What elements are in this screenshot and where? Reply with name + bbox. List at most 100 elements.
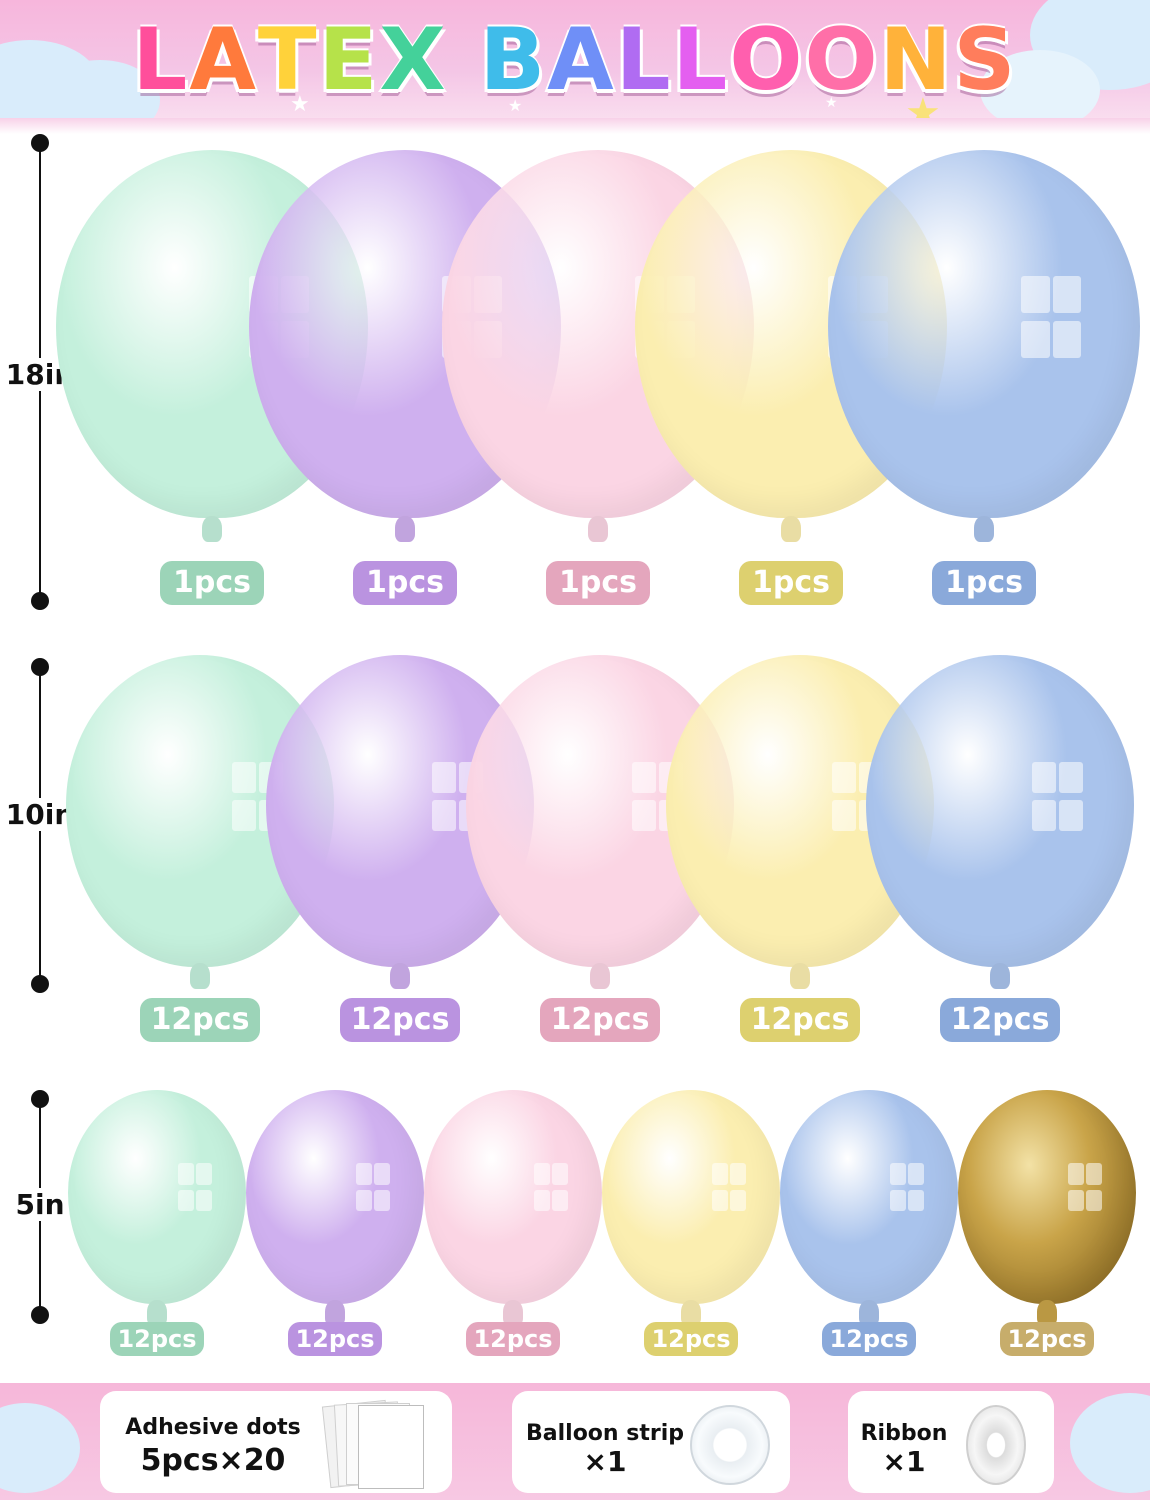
balloon-blue xyxy=(866,655,1134,967)
accessory-qty: ×1 xyxy=(882,1445,926,1478)
title-letter: N xyxy=(879,10,954,110)
accessory-name: Ribbon xyxy=(860,1421,948,1446)
balloon-highlight xyxy=(832,800,857,832)
axis-dot xyxy=(31,1306,49,1324)
balloon-knot xyxy=(390,963,410,989)
balloon-highlight xyxy=(1068,1163,1085,1185)
title-letter: A xyxy=(189,10,258,110)
balloon-knot xyxy=(590,963,610,989)
balloon-highlight xyxy=(1052,321,1081,359)
balloon-knot xyxy=(681,1300,701,1326)
banner-fade xyxy=(0,118,1150,134)
count-badge-lavender: 12pcs xyxy=(288,1322,382,1356)
balloon-highlight xyxy=(730,1189,747,1211)
balloon-lavender xyxy=(246,1090,424,1304)
balloon-highlight xyxy=(552,1189,569,1211)
accessory-card-ribbon: Ribbon ×1 xyxy=(848,1391,1054,1493)
title-letter: E xyxy=(318,10,380,110)
count-badge-gold: 12pcs xyxy=(1000,1322,1094,1356)
balloon-knot xyxy=(781,516,801,542)
axis-dot xyxy=(31,1090,49,1108)
count-badge-lavender: 1pcs xyxy=(353,561,457,605)
balloon-blue xyxy=(828,150,1140,518)
star-icon: ★ xyxy=(508,96,523,115)
count-badge-blue: 12pcs xyxy=(822,1322,916,1356)
balloon-highlight xyxy=(1058,761,1084,793)
balloon-highlight xyxy=(356,1189,373,1211)
title-letter: B xyxy=(479,10,548,110)
balloon-highlight xyxy=(632,761,657,793)
count-badge-yellow: 1pcs xyxy=(739,561,843,605)
balloon-yellow xyxy=(602,1090,780,1304)
balloon-highlight xyxy=(1086,1189,1103,1211)
title-word-balloons: BALLOONS xyxy=(480,10,1018,110)
cloud-decoration xyxy=(0,1403,80,1493)
balloon-knot xyxy=(202,516,222,542)
balloon-highlight xyxy=(908,1189,925,1211)
count-badge-mint: 1pcs xyxy=(160,561,264,605)
accessory-name: Balloon strip xyxy=(526,1421,684,1446)
balloon-highlight xyxy=(374,1189,391,1211)
balloon-knot xyxy=(1037,1300,1057,1326)
size-label-10in: 10in xyxy=(4,798,76,831)
balloon-blue xyxy=(780,1090,958,1304)
accessories-strip: Adhesive dots 5pcs×20 Balloon strip ×1 R… xyxy=(0,1383,1150,1500)
size-label-5in: 5in xyxy=(4,1188,76,1221)
balloon-knot xyxy=(974,516,994,542)
cloud-decoration xyxy=(1070,1393,1150,1493)
balloon-knot xyxy=(147,1300,167,1326)
title-letter: T xyxy=(257,10,319,110)
star-icon: ★ xyxy=(290,92,310,117)
balloon-knot xyxy=(859,1300,879,1326)
axis-dot xyxy=(31,592,49,610)
balloon-highlight xyxy=(1032,761,1057,793)
page-title: LATEX BALLOONS xyxy=(0,10,1150,110)
count-badge-pink: 1pcs xyxy=(546,561,650,605)
count-badge-yellow: 12pcs xyxy=(740,998,860,1042)
balloon-knot xyxy=(190,963,210,989)
balloon-pink xyxy=(424,1090,602,1304)
title-letter: S xyxy=(953,10,1018,110)
count-badge-blue: 1pcs xyxy=(932,561,1036,605)
title-letter: O xyxy=(729,10,805,110)
title-banner: ★ ★ ★ ★ LATEX BALLOONS xyxy=(0,0,1150,130)
balloon-highlight xyxy=(552,1163,569,1185)
balloon-highlight xyxy=(374,1163,391,1185)
balloon-highlight xyxy=(432,761,457,793)
count-badge-pink: 12pcs xyxy=(540,998,660,1042)
title-word-latex: LATEX xyxy=(133,10,448,110)
title-letter: A xyxy=(547,10,616,110)
axis-dot xyxy=(31,658,49,676)
balloon-highlight xyxy=(534,1163,551,1185)
balloon-highlight xyxy=(432,800,457,832)
count-badge-lavender: 12pcs xyxy=(340,998,460,1042)
star-icon: ★ xyxy=(825,95,838,111)
count-badge-yellow: 12pcs xyxy=(644,1322,738,1356)
balloon-gold xyxy=(958,1090,1136,1304)
title-letter: O xyxy=(804,10,880,110)
accessory-qty: 5pcs×20 xyxy=(140,1443,286,1478)
balloon-knot xyxy=(990,963,1010,989)
balloon-knot xyxy=(325,1300,345,1326)
balloon-highlight xyxy=(196,1163,213,1185)
balloon-highlight xyxy=(232,800,257,832)
balloon-highlight xyxy=(232,761,257,793)
balloon-highlight xyxy=(178,1163,195,1185)
balloon-highlight xyxy=(356,1163,373,1185)
title-letter: X xyxy=(379,10,448,110)
accessory-card-balloon-strip: Balloon strip ×1 xyxy=(512,1391,790,1493)
balloon-highlight xyxy=(1052,275,1081,313)
accessory-qty: ×1 xyxy=(583,1445,627,1478)
count-badge-blue: 12pcs xyxy=(940,998,1060,1042)
axis-dot xyxy=(31,975,49,993)
balloon-highlight xyxy=(1032,800,1057,832)
balloon-highlight xyxy=(1021,321,1050,359)
balloon-highlight xyxy=(1086,1163,1103,1185)
balloon-highlight xyxy=(712,1189,729,1211)
balloon-mint xyxy=(68,1090,246,1304)
balloon-highlight xyxy=(890,1163,907,1185)
cloud-decoration xyxy=(980,50,1100,130)
count-badge-pink: 12pcs xyxy=(466,1322,560,1356)
balloon-highlight xyxy=(890,1189,907,1211)
title-letter: L xyxy=(615,10,673,110)
